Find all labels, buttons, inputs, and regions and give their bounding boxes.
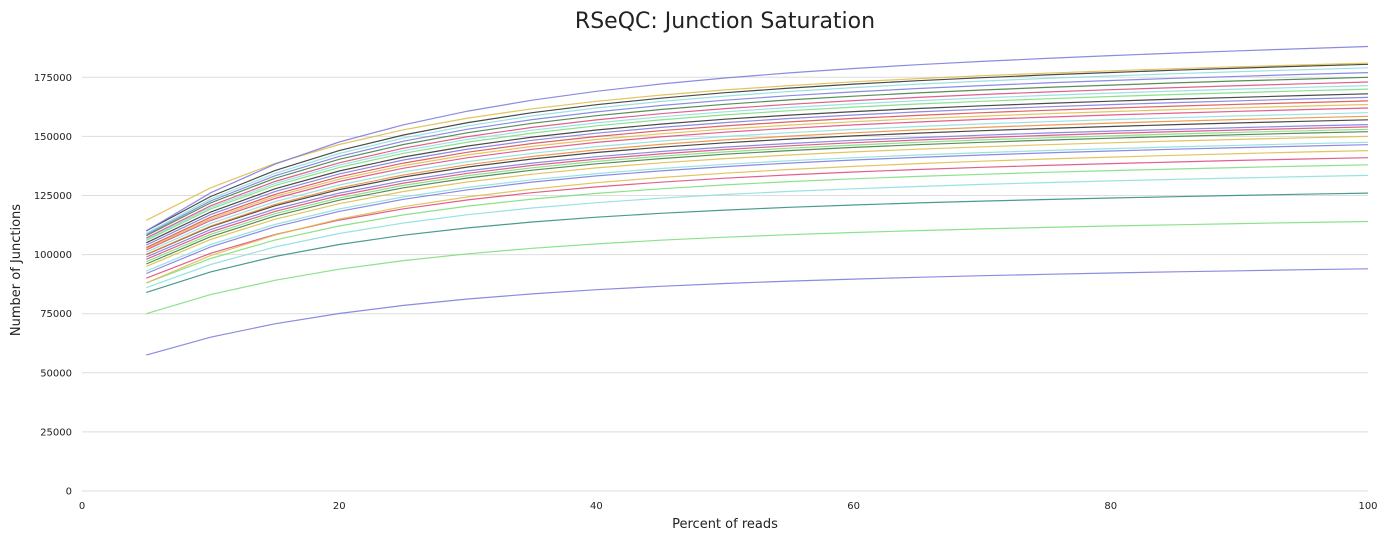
series-line-18 (146, 103, 1369, 250)
grid-layer (82, 76, 1368, 492)
series-line-15 (146, 115, 1369, 256)
x-tick-label: 20 (333, 501, 346, 512)
series-line-0 (146, 268, 1369, 356)
series-line-4 (146, 164, 1369, 284)
x-tick-label: 40 (590, 501, 603, 512)
y-tick-label: 0 (66, 487, 72, 498)
chart-title: RSeQC: Junction Saturation (575, 9, 875, 34)
y-axis-label: Number of Junctions (9, 204, 24, 336)
series-line-5 (146, 157, 1369, 279)
series-line-28 (146, 63, 1369, 232)
series-line-29 (146, 62, 1369, 221)
y-tick-label: 50000 (40, 368, 72, 379)
series-line-25 (146, 76, 1369, 237)
series-layer (145, 45, 1369, 356)
y-tick-label: 25000 (40, 427, 72, 438)
series-line-24 (146, 81, 1369, 239)
series-line-10 (146, 131, 1369, 265)
series-line-22 (146, 88, 1369, 241)
series-line-12 (146, 126, 1369, 260)
series-line-19 (146, 100, 1369, 249)
series-line-2 (146, 192, 1369, 293)
series-line-13 (146, 124, 1369, 258)
series-line-30 (145, 45, 1369, 232)
y-tick-label: 75000 (40, 309, 72, 320)
series-line-7 (146, 144, 1369, 275)
series-line-6 (146, 150, 1369, 284)
y-tick-label: 150000 (34, 132, 72, 143)
series-line-20 (146, 96, 1369, 246)
x-tick-label: 100 (1358, 501, 1377, 512)
series-line-11 (146, 128, 1369, 263)
series-line-8 (146, 141, 1369, 272)
series-line-27 (146, 67, 1369, 234)
series-line-1 (146, 220, 1369, 315)
series-line-26 (146, 72, 1369, 236)
series-line-23 (146, 85, 1369, 240)
series-line-16 (146, 112, 1369, 253)
x-tick-label: 80 (1104, 501, 1117, 512)
tick-layer: 0 25000 50000 75000 100000 125000 150000 175000… (34, 73, 1378, 512)
series-line-14 (146, 119, 1369, 256)
x-tick-label: 60 (847, 501, 860, 512)
x-axis-label: Percent of reads (672, 517, 778, 532)
x-tick-label: 0 (79, 501, 85, 512)
y-tick-label: 125000 (34, 191, 72, 202)
y-tick-label: 175000 (34, 73, 72, 84)
series-line-21 (146, 93, 1369, 244)
series-line-9 (146, 135, 1369, 267)
series-line-3 (146, 174, 1369, 289)
series-line-17 (146, 107, 1369, 251)
y-tick-label: 100000 (34, 250, 72, 261)
